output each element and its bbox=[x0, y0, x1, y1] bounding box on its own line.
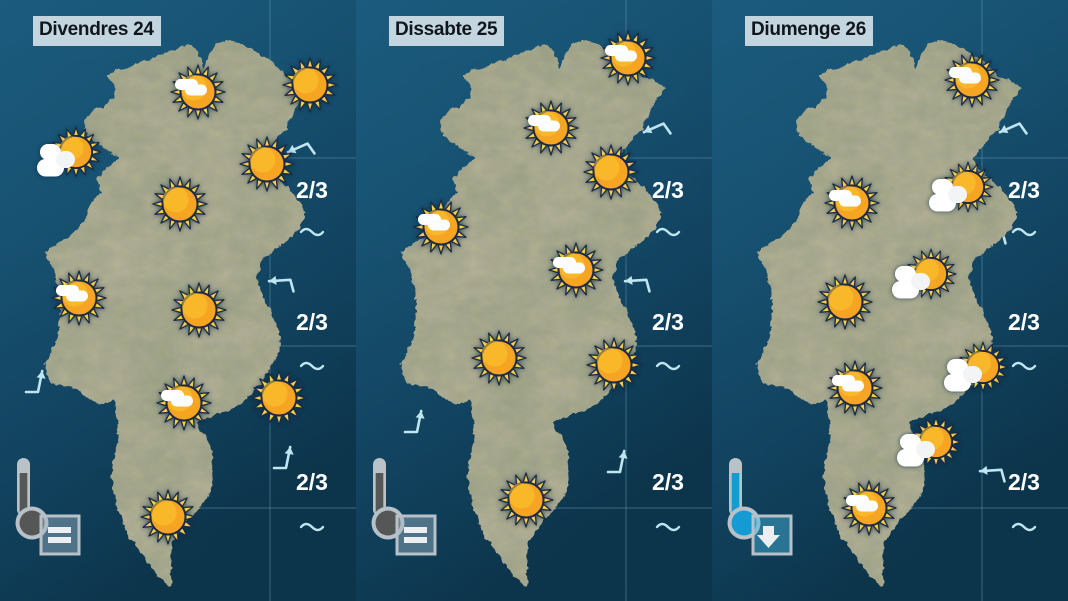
svg-text:2/3: 2/3 bbox=[652, 309, 684, 335]
svg-text:2/3: 2/3 bbox=[652, 469, 684, 495]
svg-text:2/3: 2/3 bbox=[652, 177, 684, 203]
svg-text:2/3: 2/3 bbox=[296, 309, 328, 335]
svg-text:2/3: 2/3 bbox=[1008, 469, 1040, 495]
svg-text:2/3: 2/3 bbox=[1008, 309, 1040, 335]
svg-text:2/3: 2/3 bbox=[296, 469, 328, 495]
svg-text:2/3: 2/3 bbox=[1008, 177, 1040, 203]
svg-text:2/3: 2/3 bbox=[296, 177, 328, 203]
